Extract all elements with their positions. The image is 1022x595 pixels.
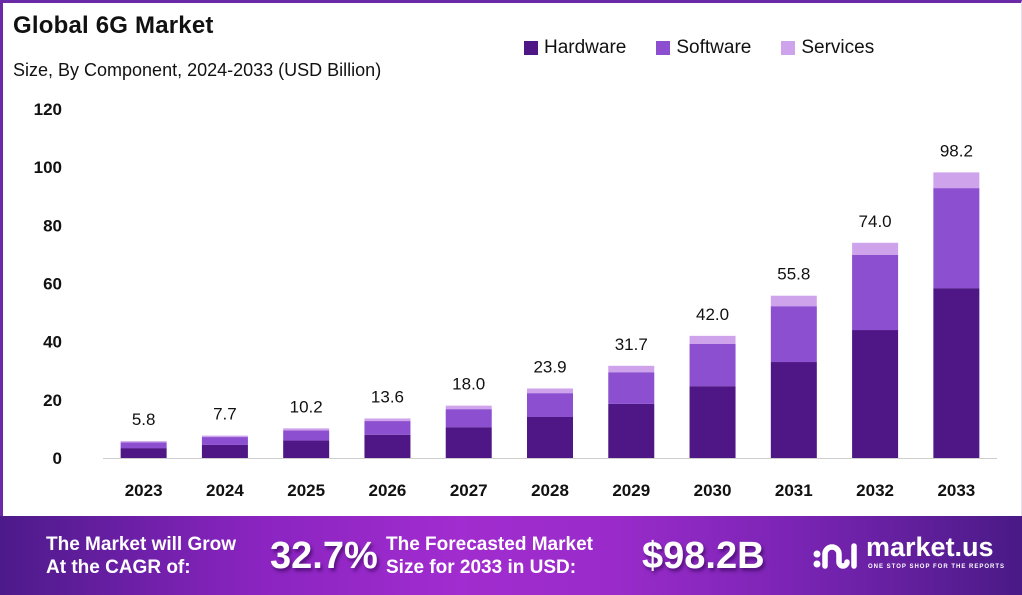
legend-swatch-hardware <box>524 41 538 55</box>
legend-label-services: Services <box>801 37 875 58</box>
x-tick-label: 2024 <box>206 481 244 500</box>
brand-tagline: ONE STOP SHOP FOR THE REPORTS <box>868 564 1006 570</box>
bar-segment-software <box>933 188 980 289</box>
x-tick-label: 2028 <box>531 481 569 500</box>
bar-segment-software <box>852 254 899 331</box>
cagr-label-line1: The Market will Grow <box>46 534 237 555</box>
x-tick-label: 2031 <box>775 481 813 500</box>
y-tick-label: 20 <box>43 391 62 410</box>
chart-title: Global 6G Market <box>13 12 214 39</box>
bar-segment-hardware <box>364 434 411 458</box>
x-tick-label: 2029 <box>612 481 650 500</box>
y-tick-label: 80 <box>43 216 62 235</box>
forecast-label-line2: Size for 2033 in USD: <box>386 557 577 578</box>
bar-segment-software <box>120 442 167 449</box>
bar-segment-software <box>608 372 655 404</box>
bar-segment-software <box>770 306 817 363</box>
bar-segment-services <box>527 388 573 394</box>
legend-label-hardware: Hardware <box>544 37 627 58</box>
bar-segment-software <box>364 421 411 435</box>
x-tick-label: 2033 <box>937 481 975 500</box>
bar-segment-hardware <box>852 330 899 458</box>
chart-legend: Hardware Software Services <box>524 37 904 59</box>
total-data-label: 5.8 <box>132 410 156 429</box>
bar-segment-services <box>770 295 817 307</box>
y-tick-label: 60 <box>43 275 62 294</box>
bar-segment-software <box>527 393 573 417</box>
total-data-label: 98.2 <box>940 141 973 160</box>
x-tick-label: 2023 <box>125 481 163 500</box>
stacked-bar-chart: 0 20 40 60 80 100 120 5.8 2023 7.7 2024 10.2 2025 13.… <box>34 100 997 500</box>
x-tick-label: 2027 <box>450 481 488 500</box>
y-tick-label: 120 <box>34 100 62 119</box>
bar-segment-hardware <box>689 386 736 458</box>
x-tick-label: 2032 <box>856 481 894 500</box>
bar-segment-services <box>445 405 492 410</box>
cagr-label-line2: At the CAGR of: <box>46 557 191 578</box>
y-tick-label: 100 <box>34 158 62 177</box>
bar-segment-services <box>201 435 248 438</box>
total-data-label: 74.0 <box>859 212 892 231</box>
total-data-label: 55.8 <box>777 265 810 284</box>
bar-segment-hardware <box>770 362 817 458</box>
bar-segment-software <box>445 409 492 428</box>
bar-segment-software <box>201 437 248 445</box>
total-data-label: 7.7 <box>213 405 237 424</box>
x-tick-label: 2030 <box>694 481 732 500</box>
bar-segment-software <box>689 343 736 387</box>
bar-segment-services <box>852 242 899 255</box>
bar-segment-services <box>283 428 330 431</box>
bar-segment-services <box>933 172 980 189</box>
cagr-label: The Market will Grow At the CAGR of: <box>46 533 236 579</box>
legend-item-hardware: Hardware <box>524 37 626 59</box>
bar-segment-hardware <box>120 448 167 458</box>
total-data-label: 10.2 <box>290 397 323 416</box>
total-data-label: 42.0 <box>696 305 729 324</box>
market-us-logo-icon <box>813 543 857 569</box>
bar-segment-services <box>608 365 655 373</box>
bar-segment-services <box>364 418 411 422</box>
legend-swatch-software <box>656 41 671 55</box>
bar-segment-services <box>120 441 167 443</box>
legend-label-software: Software <box>676 37 752 58</box>
bar-segment-software <box>283 430 330 441</box>
total-data-label: 13.6 <box>371 387 404 406</box>
bar-segment-hardware <box>283 440 330 458</box>
bar-segment-services <box>689 335 736 344</box>
total-data-label: 18.0 <box>452 375 485 394</box>
x-tick-label: 2026 <box>369 481 407 500</box>
forecast-value: $98.2B <box>642 535 765 577</box>
legend-item-services: Services <box>781 37 874 59</box>
bar-segment-hardware <box>608 403 655 458</box>
y-tick-label: 0 <box>53 449 62 468</box>
bar-segment-hardware <box>445 427 492 458</box>
chart-frame <box>0 0 1022 516</box>
brand-name: market.us <box>866 532 994 562</box>
y-tick-label: 40 <box>43 333 62 352</box>
cagr-value: 32.7% <box>270 535 378 577</box>
forecast-label-line1: The Forecasted Market <box>386 534 593 555</box>
legend-item-software: Software <box>656 37 751 59</box>
legend-swatch-services <box>781 41 796 55</box>
bar-segment-hardware <box>933 288 980 458</box>
total-data-label: 31.7 <box>615 335 648 354</box>
chart-subtitle: Size, By Component, 2024-2033 (USD Billi… <box>13 60 382 80</box>
total-data-label: 23.9 <box>533 357 566 376</box>
forecast-label: The Forecasted Market Size for 2033 in U… <box>386 533 593 579</box>
bar-segment-hardware <box>527 416 573 458</box>
x-tick-label: 2025 <box>287 481 325 500</box>
bar-segment-hardware <box>201 444 248 458</box>
